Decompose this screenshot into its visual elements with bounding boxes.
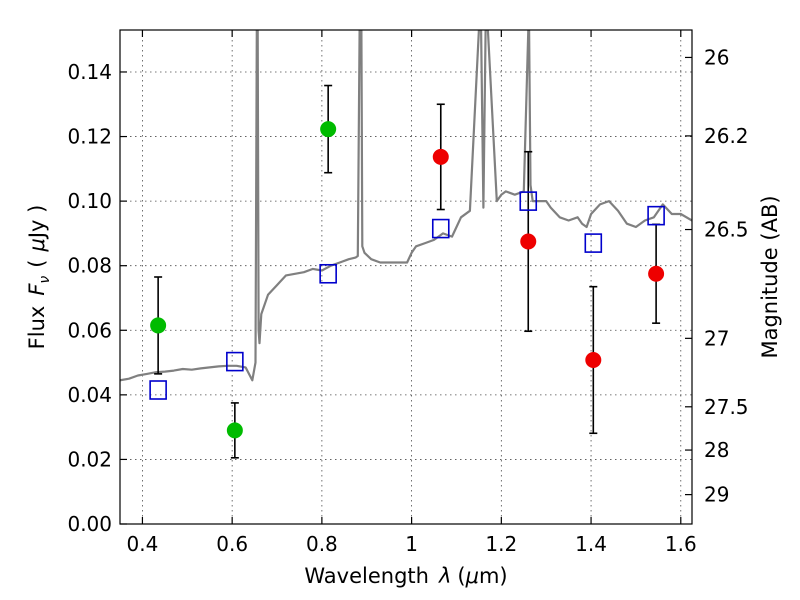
y2-tick-label: 27.5 <box>704 395 749 419</box>
x-tick-label: 1 <box>405 532 418 556</box>
data-point-circle <box>432 148 449 165</box>
y-tick-label: 0.02 <box>67 447 112 471</box>
x-tick-label: 1.6 <box>665 532 697 556</box>
model-point-square <box>226 351 244 372</box>
y-tick-label: 0.14 <box>67 60 112 84</box>
errorbar-layer <box>154 84 661 459</box>
y-axis-label: FluxFν(μJy ) <box>25 205 53 350</box>
model-point-square <box>647 205 665 226</box>
y-tick-label: 0.10 <box>67 189 112 213</box>
plot-frame <box>119 29 693 525</box>
y2-tick-label: 26 <box>704 45 729 69</box>
y2-tick-label: 29 <box>704 483 729 507</box>
model-point-square <box>431 218 450 239</box>
y2-tick-label: 27 <box>704 326 729 350</box>
y2-tick-label: 26.5 <box>704 218 749 242</box>
x-tick-label: 1.4 <box>575 532 607 556</box>
x-axis-label: Wavelength λ (μm) <box>304 564 507 588</box>
tick-marks <box>120 30 692 525</box>
y2-axis-label: Magnitude (AB) <box>758 195 782 358</box>
y2-tick-label: 26.2 <box>704 124 749 148</box>
y-tick-label: 0.00 <box>67 512 112 536</box>
model-spectrum-line <box>120 30 692 382</box>
data-point-circle <box>226 422 243 439</box>
y-tick-label: 0.08 <box>67 254 112 278</box>
y-tick-label: 0.12 <box>67 125 112 149</box>
model-point-square <box>149 380 167 400</box>
y-tick-label: 0.06 <box>67 318 112 342</box>
y-tick-labels: 0.00 0.02 0.04 0.06 0.08 0.10 0.12 0.14 <box>67 60 112 536</box>
data-point-circle <box>648 265 665 282</box>
data-point-circle <box>320 121 337 138</box>
x-tick-label: 0.4 <box>127 532 159 556</box>
model-point-square <box>319 263 337 284</box>
model-point-square <box>584 233 603 253</box>
x-tick-labels: 0.4 0.6 0.8 1 1.2 1.4 1.6 <box>127 532 697 556</box>
data-point-circle <box>585 351 602 368</box>
y2-tick-labels: 26 26.2 26.5 27 27.5 28 29 <box>704 45 749 506</box>
x-tick-label: 0.8 <box>306 532 338 556</box>
data-point-circle <box>150 317 167 334</box>
model-point-square <box>519 191 538 211</box>
y2-tick-label: 28 <box>704 438 729 462</box>
data-point-circle <box>520 233 537 250</box>
x-tick-label: 0.6 <box>216 532 248 556</box>
grid-lines <box>120 30 692 525</box>
y-tick-label: 0.04 <box>67 383 112 407</box>
marker-layer <box>149 121 665 439</box>
x-tick-label: 1.2 <box>485 532 517 556</box>
model-spectrum-layer <box>120 30 692 382</box>
